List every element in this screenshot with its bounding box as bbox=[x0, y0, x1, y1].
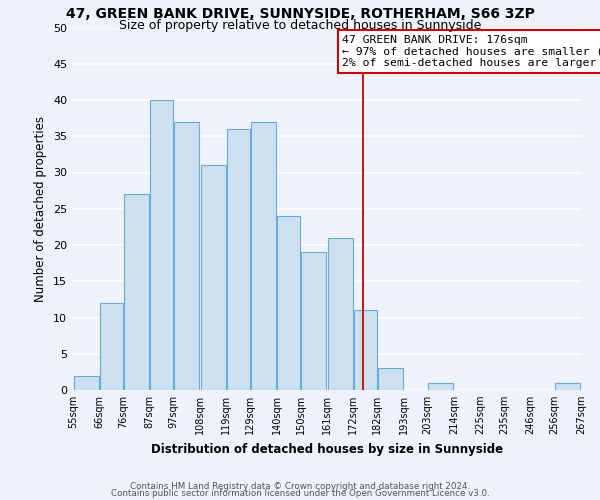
Y-axis label: Number of detached properties: Number of detached properties bbox=[34, 116, 47, 302]
Bar bbox=[301, 252, 326, 390]
Bar bbox=[378, 368, 403, 390]
Bar bbox=[175, 122, 199, 390]
Bar bbox=[151, 100, 173, 390]
Bar bbox=[74, 376, 99, 390]
Text: Contains public sector information licensed under the Open Government Licence v3: Contains public sector information licen… bbox=[110, 490, 490, 498]
X-axis label: Distribution of detached houses by size in Sunnyside: Distribution of detached houses by size … bbox=[151, 442, 503, 456]
Bar bbox=[251, 122, 276, 390]
Bar bbox=[354, 310, 377, 390]
Bar bbox=[328, 238, 353, 390]
Bar bbox=[227, 129, 250, 390]
Text: 47 GREEN BANK DRIVE: 176sqm
← 97% of detached houses are smaller (292)
2% of sem: 47 GREEN BANK DRIVE: 176sqm ← 97% of det… bbox=[342, 35, 600, 68]
Text: Size of property relative to detached houses in Sunnyside: Size of property relative to detached ho… bbox=[119, 18, 481, 32]
Bar bbox=[277, 216, 300, 390]
Bar bbox=[124, 194, 149, 390]
Bar bbox=[428, 383, 454, 390]
Bar bbox=[200, 165, 226, 390]
Text: Contains HM Land Registry data © Crown copyright and database right 2024.: Contains HM Land Registry data © Crown c… bbox=[130, 482, 470, 491]
Text: 47, GREEN BANK DRIVE, SUNNYSIDE, ROTHERHAM, S66 3ZP: 47, GREEN BANK DRIVE, SUNNYSIDE, ROTHERH… bbox=[65, 8, 535, 22]
Bar bbox=[555, 383, 580, 390]
Bar bbox=[100, 303, 123, 390]
